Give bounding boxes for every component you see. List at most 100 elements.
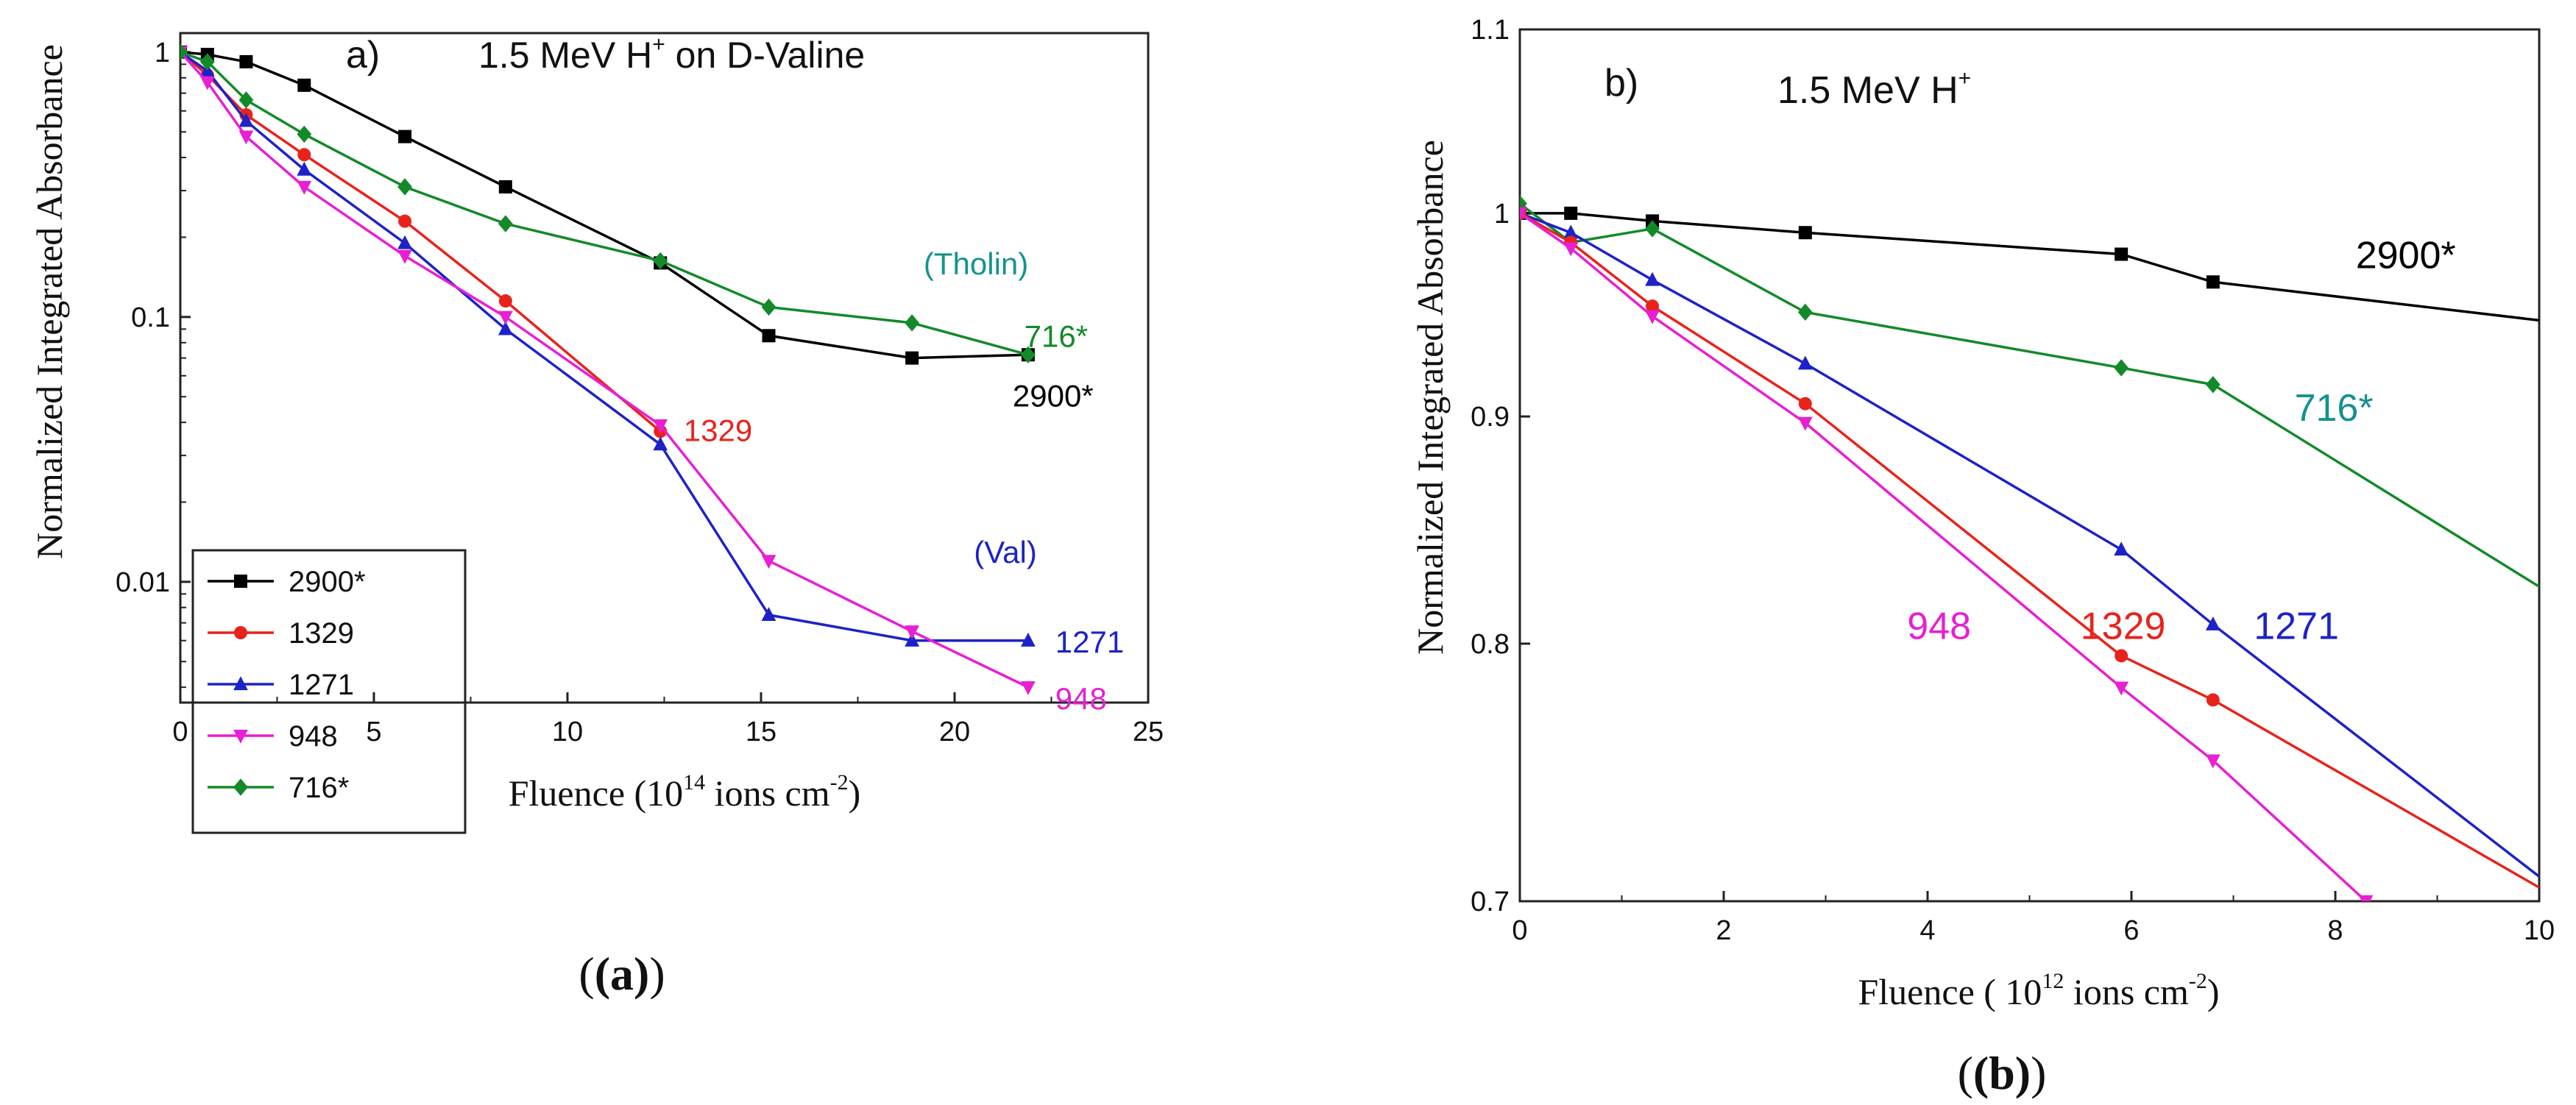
legend-label: 948 bbox=[289, 720, 338, 753]
data-point-1271 bbox=[905, 632, 920, 647]
data-point-1329 bbox=[2206, 693, 2220, 707]
data-point-2900* bbox=[905, 351, 919, 365]
data-point-2900* bbox=[2206, 275, 2220, 289]
data-point-716* bbox=[2114, 359, 2129, 377]
y-tick-label-a: 0.1 bbox=[131, 302, 170, 333]
data-point-2900* bbox=[239, 54, 253, 68]
y-tick-label-b: 0.8 bbox=[1471, 629, 1510, 660]
data-point-1271 bbox=[397, 235, 412, 249]
data-point-716* bbox=[905, 314, 920, 332]
data-point-2900* bbox=[1798, 226, 1812, 240]
data-point-1271 bbox=[1563, 224, 1579, 239]
x-tick-label-b: 0 bbox=[1512, 915, 1527, 946]
data-point-1271 bbox=[1797, 355, 1813, 370]
data-point-1271 bbox=[498, 321, 513, 335]
data-point-716* bbox=[1797, 303, 1813, 321]
legend-label: 716* bbox=[289, 772, 349, 804]
title-a: 1.5 MeV H+ on D-Valine bbox=[478, 32, 865, 76]
data-point-2900* bbox=[1564, 206, 1578, 220]
data-point-716* bbox=[2205, 376, 2221, 394]
data-point-1271 bbox=[1645, 271, 1660, 286]
data-point-2900* bbox=[498, 180, 512, 193]
x-tick-label-b: 10 bbox=[2524, 915, 2555, 946]
series-line-948 bbox=[1520, 212, 2367, 901]
data-point-716* bbox=[1021, 346, 1036, 363]
ylabel-a: Normalized Integrated Absorbance bbox=[29, 44, 70, 559]
data-point-948 bbox=[397, 249, 412, 264]
annotation-label: 1329 bbox=[2081, 605, 2166, 647]
data-point-1329 bbox=[1646, 299, 1660, 313]
data-point-2900* bbox=[398, 129, 412, 143]
data-point-1271 bbox=[2205, 617, 2221, 630]
annotation-label: (Tholin) bbox=[924, 246, 1028, 281]
annotation-label: 948 bbox=[1907, 605, 1971, 647]
data-point-716* bbox=[397, 178, 412, 196]
legend-label: 2900* bbox=[289, 566, 366, 598]
data-point-948 bbox=[2205, 754, 2221, 769]
chart-panel-a: Normalized Integrated Absorbance a) 1.5 … bbox=[29, 32, 1164, 1000]
data-point-1271 bbox=[1021, 632, 1036, 647]
x-tick-label-a: 5 bbox=[366, 717, 381, 747]
data-point-948 bbox=[905, 625, 920, 640]
series-line-1329 bbox=[1520, 212, 2539, 889]
annotation-label: 716* bbox=[2295, 387, 2374, 430]
data-point-1271 bbox=[2114, 541, 2129, 556]
x-tick-label-a: 0 bbox=[172, 717, 188, 747]
data-point-2900* bbox=[297, 78, 311, 92]
series-line-948 bbox=[180, 51, 1029, 689]
data-point-716* bbox=[238, 91, 254, 109]
data-point-948 bbox=[761, 555, 776, 569]
data-point-716* bbox=[297, 125, 312, 143]
legend-marker-716* bbox=[233, 778, 248, 796]
annotation-label: 1329 bbox=[684, 413, 752, 448]
panel-letter-b: b) bbox=[1604, 62, 1638, 104]
data-point-948 bbox=[498, 310, 513, 325]
y-tick-label-b: 1 bbox=[1494, 199, 1510, 230]
data-point-948 bbox=[2114, 681, 2129, 696]
data-point-1271 bbox=[297, 161, 312, 176]
series-line-716* bbox=[180, 51, 1029, 356]
series-group-a bbox=[180, 43, 1036, 695]
x-tick-label-a: 15 bbox=[746, 717, 776, 747]
data-point-2900* bbox=[2115, 247, 2129, 261]
legend-a: 2900* 1329 1271 948 716* bbox=[191, 549, 467, 834]
panel-letter-a: a) bbox=[346, 34, 380, 77]
data-point-716* bbox=[653, 252, 668, 270]
legend-label: 1329 bbox=[289, 617, 354, 650]
legend-marker-948 bbox=[233, 729, 248, 744]
data-point-948 bbox=[1021, 681, 1036, 695]
data-point-1271 bbox=[238, 113, 254, 127]
y-tick-label-b: 1.1 bbox=[1471, 15, 1510, 46]
annotation-label: 948 bbox=[1055, 681, 1107, 716]
caption-a: ((a)) bbox=[578, 948, 665, 1000]
data-point-1329 bbox=[2115, 649, 2129, 663]
data-point-716* bbox=[761, 298, 776, 316]
data-point-716* bbox=[199, 53, 215, 71]
series-line-1271 bbox=[1520, 212, 2539, 878]
data-point-1329 bbox=[297, 148, 311, 162]
series-line-2900* bbox=[180, 51, 1028, 360]
data-point-948 bbox=[238, 130, 254, 145]
plot-frame-b bbox=[1518, 28, 2541, 903]
legend-label: 1271 bbox=[289, 669, 354, 701]
data-point-948 bbox=[1563, 242, 1579, 257]
ylabel-b: Normalized Integrated Absorbance bbox=[1409, 140, 1451, 655]
y-tick-label-a: 0.01 bbox=[116, 567, 170, 598]
data-point-1271 bbox=[653, 436, 668, 451]
legend-marker-2900* bbox=[234, 575, 247, 588]
y-tick-label-b: 0.7 bbox=[1471, 887, 1510, 917]
x-tick-label-a: 10 bbox=[552, 717, 583, 747]
data-point-948 bbox=[2358, 895, 2374, 901]
annotation-label: 1271 bbox=[2254, 605, 2339, 647]
data-point-948 bbox=[1797, 416, 1813, 431]
title-b: 1.5 MeV H+ bbox=[1777, 66, 1971, 112]
x-tick-label-b: 6 bbox=[2123, 915, 2139, 946]
data-point-716* bbox=[498, 215, 513, 232]
data-point-716* bbox=[180, 43, 188, 61]
data-point-948 bbox=[1645, 310, 1660, 324]
xlabel-a: Fluence (1014 ions cm-2) bbox=[509, 770, 861, 814]
x-tick-label-a: 20 bbox=[939, 717, 970, 747]
x-tick-label-b: 4 bbox=[1919, 915, 1935, 946]
x-tick-label-b: 8 bbox=[2327, 915, 2343, 946]
